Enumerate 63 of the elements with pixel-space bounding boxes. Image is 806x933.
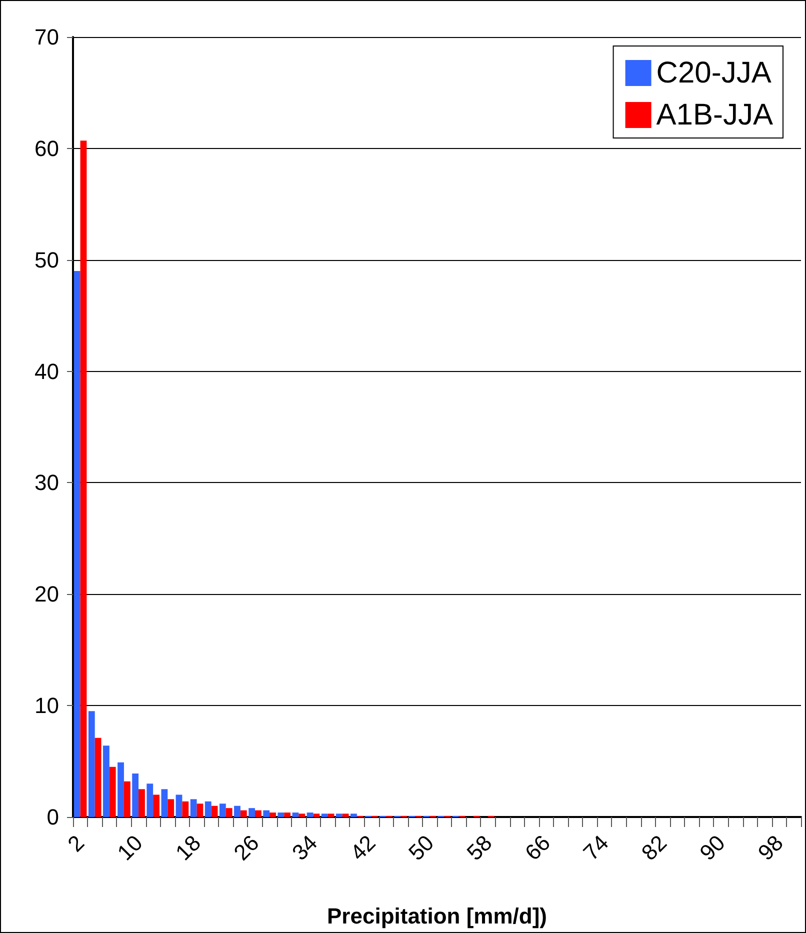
- bar: [80, 140, 87, 817]
- bar: [161, 789, 168, 817]
- x-tick-label: 90: [694, 830, 730, 866]
- y-tick-label: 20: [34, 582, 59, 607]
- bar: [306, 812, 314, 817]
- x-axis-title: Precipitation [mm/d]): [326, 904, 548, 928]
- bar: [204, 801, 212, 817]
- x-tick-label: 2: [62, 830, 90, 856]
- bar: [298, 814, 306, 817]
- bar: [190, 799, 197, 817]
- x-tick-label: 66: [520, 830, 556, 866]
- bar: [109, 766, 116, 817]
- bar: [240, 810, 247, 817]
- y-tick-label: 60: [34, 136, 59, 161]
- bar: [255, 810, 262, 817]
- bar: [74, 271, 80, 817]
- bar: [168, 799, 174, 817]
- x-tick-label: 74: [578, 830, 614, 866]
- bar: [278, 812, 284, 817]
- x-tick-label: 82: [636, 830, 672, 866]
- y-tick-label: 30: [34, 470, 59, 496]
- legend-label: C20-JJA: [656, 56, 772, 90]
- bar: [118, 762, 124, 817]
- bar: [292, 812, 299, 817]
- bar: [182, 801, 189, 817]
- y-tick-label: 50: [34, 247, 59, 272]
- x-tick-label: 42: [345, 830, 380, 866]
- bar: [248, 808, 255, 817]
- bar: [336, 814, 342, 817]
- x-tick-label: 10: [112, 830, 148, 866]
- y-tick-label: 10: [34, 693, 59, 718]
- bar: [196, 804, 204, 817]
- bar: [270, 812, 276, 817]
- legend-label: A1B-JJA: [656, 98, 774, 132]
- x-tick-label: 50: [404, 830, 439, 866]
- x-tick-label: 98: [753, 830, 788, 866]
- bar: [132, 774, 139, 817]
- x-tick-label: 58: [462, 830, 497, 866]
- bar: [328, 814, 334, 817]
- bar: [284, 812, 291, 817]
- y-tick-label: 0: [46, 804, 59, 830]
- bar: [234, 806, 240, 817]
- y-tick-label: 70: [34, 24, 59, 50]
- y-tick-label: 40: [34, 358, 59, 384]
- bar: [342, 814, 349, 817]
- bar: [263, 810, 270, 817]
- bar: [226, 808, 232, 817]
- bar: [211, 806, 218, 817]
- bar: [153, 794, 160, 817]
- bar: [321, 814, 328, 817]
- bar: [350, 814, 357, 817]
- x-tick-label: 26: [228, 830, 264, 866]
- bar: [146, 784, 154, 817]
- bar: [102, 746, 110, 817]
- bar: [124, 781, 130, 817]
- bar: [313, 814, 320, 817]
- bar: [94, 738, 102, 817]
- bar: [138, 789, 145, 817]
- bar: [88, 711, 95, 817]
- x-tick-label: 34: [287, 830, 322, 866]
- x-tick-label: 18: [170, 830, 206, 866]
- bar: [176, 794, 182, 817]
- bar: [219, 804, 226, 817]
